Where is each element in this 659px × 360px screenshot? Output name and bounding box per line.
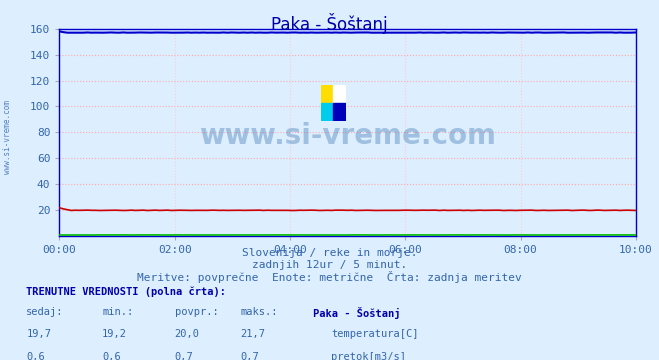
Text: 0,6: 0,6 xyxy=(102,352,121,360)
Text: Meritve: povprečne  Enote: metrične  Črta: zadnja meritev: Meritve: povprečne Enote: metrične Črta:… xyxy=(137,271,522,283)
Text: sedaj:: sedaj: xyxy=(26,307,64,317)
Text: maks.:: maks.: xyxy=(241,307,278,317)
Text: povpr.:: povpr.: xyxy=(175,307,218,317)
Text: Paka - Šoštanj: Paka - Šoštanj xyxy=(272,13,387,33)
Text: Slovenija / reke in morje.: Slovenija / reke in morje. xyxy=(242,248,417,258)
Text: 0,6: 0,6 xyxy=(26,352,45,360)
Text: 0,7: 0,7 xyxy=(175,352,193,360)
Bar xyxy=(333,85,346,103)
Text: 0,7: 0,7 xyxy=(241,352,259,360)
Text: www.si-vreme.com: www.si-vreme.com xyxy=(3,100,13,174)
Text: zadnjih 12ur / 5 minut.: zadnjih 12ur / 5 minut. xyxy=(252,260,407,270)
Text: www.si-vreme.com: www.si-vreme.com xyxy=(199,122,496,150)
Text: pretok[m3/s]: pretok[m3/s] xyxy=(331,352,407,360)
Text: 20,0: 20,0 xyxy=(175,329,200,339)
Text: 19,2: 19,2 xyxy=(102,329,127,339)
Bar xyxy=(321,103,333,121)
Text: TRENUTNE VREDNOSTI (polna črta):: TRENUTNE VREDNOSTI (polna črta): xyxy=(26,286,226,297)
Bar xyxy=(321,85,333,103)
Text: 19,7: 19,7 xyxy=(26,329,51,339)
Text: temperatura[C]: temperatura[C] xyxy=(331,329,419,339)
Text: Paka - Šoštanj: Paka - Šoštanj xyxy=(313,307,401,319)
Bar xyxy=(333,103,346,121)
Text: min.:: min.: xyxy=(102,307,133,317)
Text: 21,7: 21,7 xyxy=(241,329,266,339)
